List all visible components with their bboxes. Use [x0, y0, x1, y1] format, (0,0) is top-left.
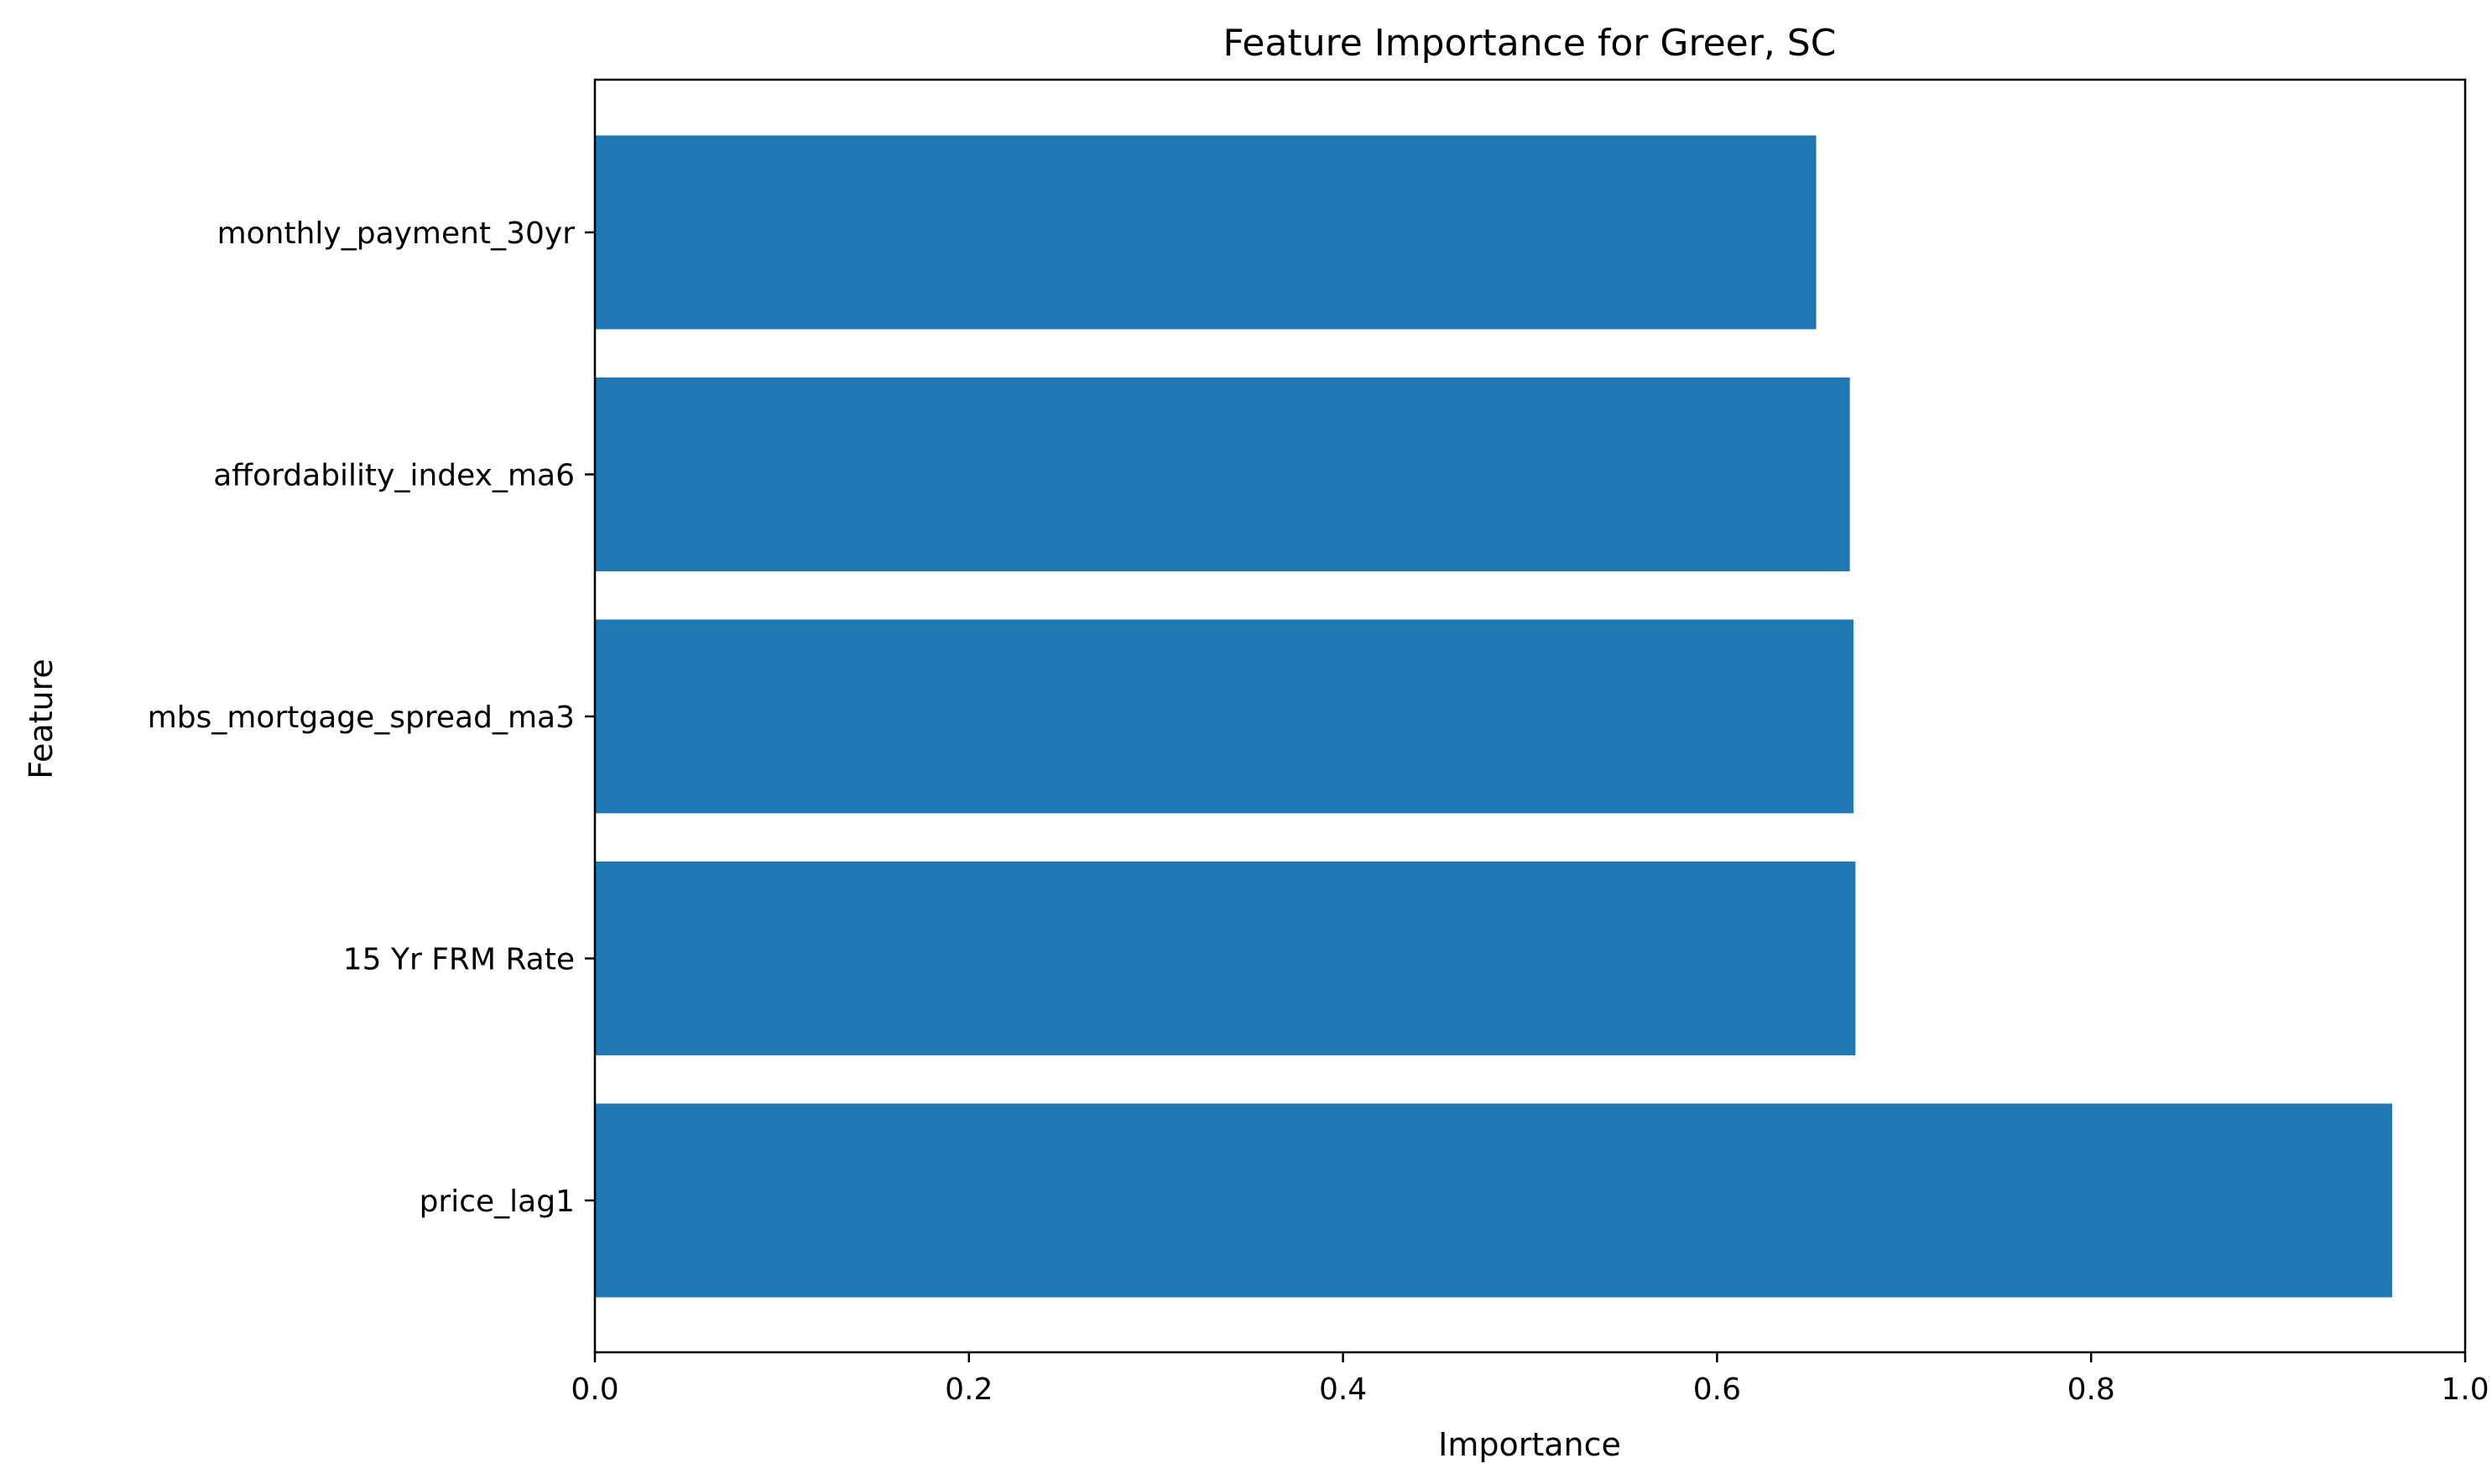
x-tick-label: 0.6	[1693, 1372, 1741, 1407]
chart-title: Feature Importance for Greer, SC	[1223, 22, 1837, 65]
x-tick-label: 1.0	[2441, 1372, 2489, 1407]
bars-layer	[595, 135, 2393, 1298]
bar	[595, 1103, 2393, 1298]
ticks-layer: price_lag1 15 Yr FRM Rate mbs_mortgage_spr…	[148, 216, 2489, 1407]
y-tick-label: 15 Yr FRM Rate	[343, 943, 575, 977]
x-tick-label: 0.8	[2067, 1372, 2115, 1407]
y-axis-label: Feature	[23, 659, 60, 779]
bar	[595, 378, 1850, 571]
plot-frame	[593, 78, 2467, 1354]
x-tick-label: 0.0	[571, 1372, 618, 1407]
y-tick-label: price_lag1	[420, 1185, 575, 1219]
y-tick-label: mbs_mortgage_spread_ma3	[148, 700, 575, 735]
bar	[595, 135, 1817, 330]
x-tick-label: 0.4	[1319, 1372, 1367, 1407]
y-tick-label: monthly_payment_30yr	[217, 216, 576, 251]
bar	[595, 862, 1856, 1055]
x-axis-label: Importance	[1438, 1426, 1621, 1463]
x-tick-label: 0.2	[945, 1372, 993, 1407]
bar	[595, 619, 1854, 814]
y-tick-label: affordability_index_ma6	[213, 459, 575, 493]
